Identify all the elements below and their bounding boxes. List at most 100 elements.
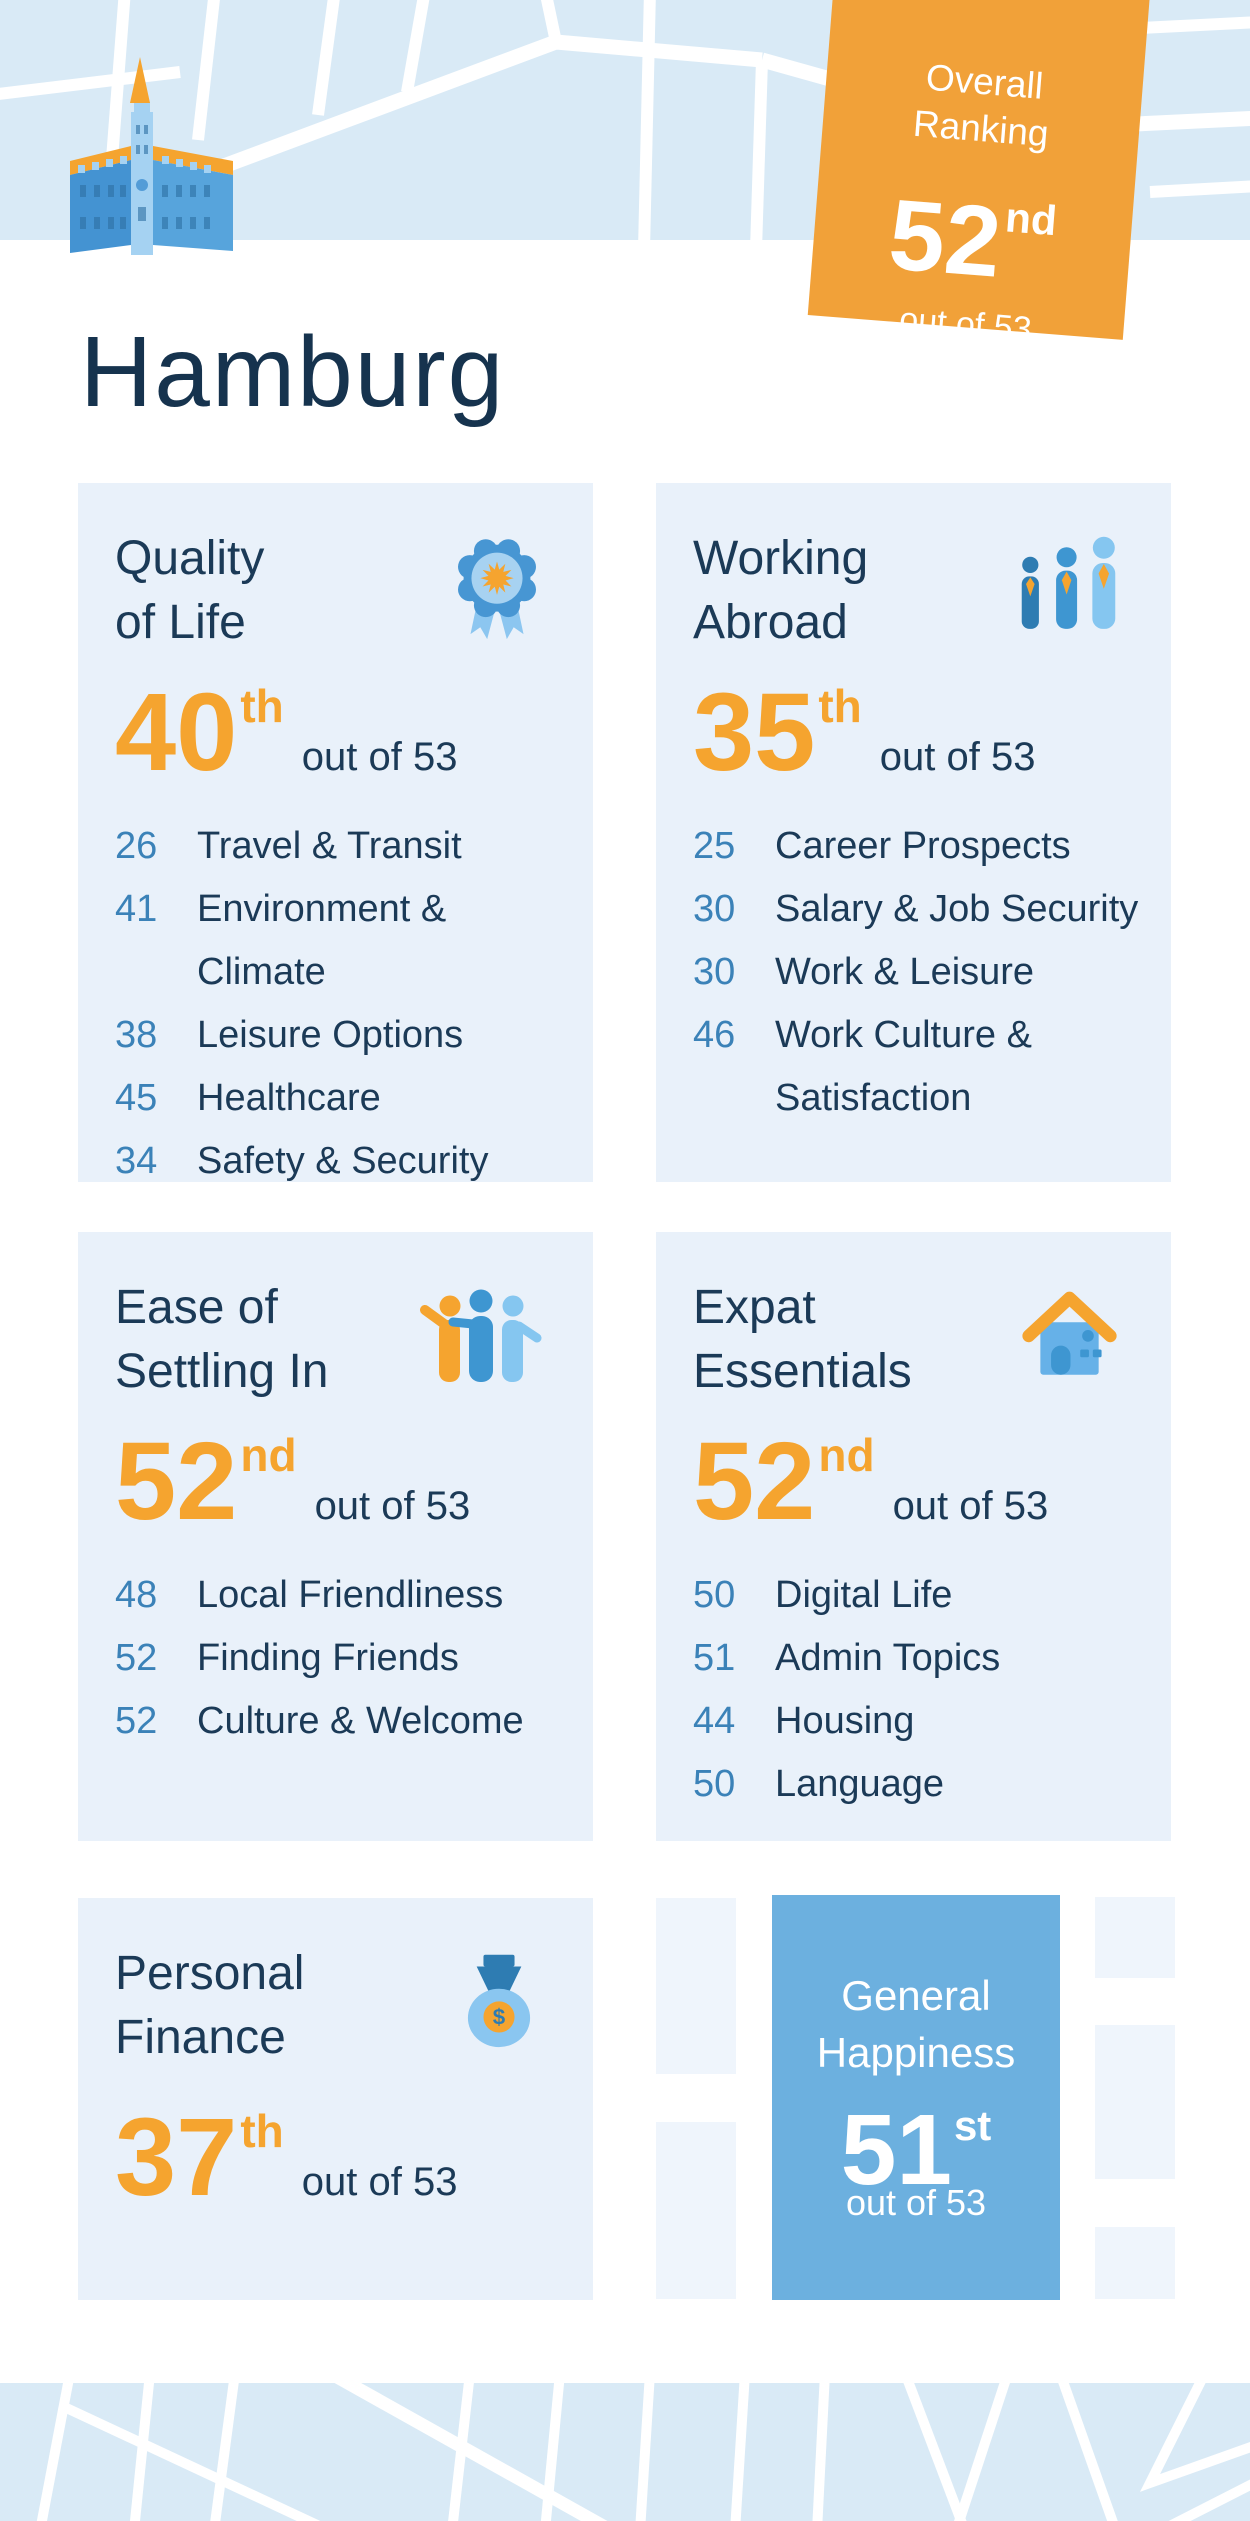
subscore-label: Salary & Job Security	[775, 888, 1139, 930]
subscore-label: Finding Friends	[197, 1637, 459, 1679]
card-title: Ease of Settling In	[115, 1276, 328, 1404]
card-title: Working Abroad	[693, 527, 868, 655]
subscore-row: 52 Culture & Welcome	[115, 1690, 575, 1753]
category-rank: 51st	[772, 2075, 1060, 2201]
rank-suffix: nd	[818, 1429, 875, 1481]
rank-number: 52	[115, 1420, 238, 1543]
subscore-rank: 46	[693, 1014, 736, 1056]
rank-suffix: th	[240, 2105, 284, 2157]
card-title-line: Expat	[693, 1281, 816, 1334]
rank-suffix: st	[953, 2102, 992, 2149]
subscore-list: 48 Local Friendliness 52 Finding Friends 5…	[115, 1564, 575, 1753]
subscore-rank: 52	[115, 1637, 158, 1679]
card-title: General Happiness	[772, 1967, 1060, 2081]
category-rank: 52ndout of 53	[115, 1426, 470, 1538]
map-block-decoration	[1095, 1897, 1175, 1978]
rank-number: 37	[115, 2096, 238, 2219]
rank-out-of: out of 53	[301, 735, 458, 779]
subscore-label: Housing	[775, 1700, 915, 1742]
overall-out-of: out of 53	[898, 300, 1033, 349]
subscore-label: Local Friendliness	[197, 1574, 504, 1616]
rank-suffix: th	[818, 680, 862, 732]
subscore-label: Admin Topics	[775, 1637, 1001, 1679]
card-title-line: Working	[693, 532, 869, 585]
subscore-rank: 38	[115, 1014, 158, 1056]
rank-suffix: nd	[240, 1429, 297, 1481]
subscore-label: Work Culture & Satisfaction	[775, 1014, 1032, 1119]
card-title: Personal Finance	[115, 1942, 304, 2070]
overall-rank-number: 52	[885, 178, 1005, 299]
subscore-rank: 30	[693, 888, 736, 930]
rank-number: 40	[115, 671, 238, 794]
card-quality-of-life: Quality of Life	[78, 483, 593, 1182]
rank-number: 52	[693, 1420, 816, 1543]
card-title: Quality of Life	[115, 527, 264, 655]
subscore-row: 44 Housing	[693, 1690, 1153, 1753]
subscore-row: 50 Language	[693, 1753, 1153, 1816]
subscore-label: Safety & Security	[197, 1140, 489, 1182]
business-people-icon	[1016, 533, 1121, 640]
category-rank: 52ndout of 53	[693, 1426, 1048, 1538]
subscore-rank: 44	[693, 1700, 736, 1742]
card-general-happiness: General Happiness 51st out of 53	[772, 1895, 1060, 2300]
category-rank: 40thout of 53	[115, 677, 457, 789]
subscore-label: Leisure Options	[197, 1014, 464, 1056]
rank-out-of: out of 53	[301, 2160, 458, 2204]
category-rank: 37thout of 53	[115, 2102, 457, 2214]
subscore-row: 50 Digital Life	[693, 1564, 1153, 1627]
rank-out-of: out of 53	[892, 1484, 1049, 1528]
card-personal-finance: Personal Finance $ 37th out of 53	[78, 1898, 593, 2300]
friends-group-icon	[417, 1282, 543, 1393]
subscore-row: 25 Career Prospects	[693, 815, 1153, 878]
rank-out-of: out of 53	[845, 2182, 987, 2223]
rank-out-of: out of 53	[314, 1484, 471, 1528]
subscore-label: Career Prospects	[775, 825, 1071, 867]
rank-number: 51	[840, 2094, 952, 2206]
subscore-rank: 26	[115, 825, 158, 867]
city-hall-illustration	[70, 57, 233, 255]
subscore-rank: 34	[115, 1140, 158, 1182]
subscore-row: 41 Environment & Climate	[115, 878, 575, 1004]
city-map-pattern-bottom	[0, 2383, 1250, 2521]
subscore-label: Healthcare	[197, 1077, 381, 1119]
category-rank: 35thout of 53	[693, 677, 1035, 789]
map-block-decoration	[656, 1898, 736, 2074]
map-block-decoration	[1095, 2025, 1175, 2179]
card-expat-essentials: Expat Essentials 52nd out of 53 50 Digital…	[656, 1232, 1171, 1841]
subscore-label: Work & Leisure	[775, 951, 1035, 993]
card-title-line: Abroad	[693, 596, 848, 649]
subscore-row: 45 Healthcare	[115, 1067, 575, 1130]
card-title-line: Ease of	[115, 1281, 278, 1334]
card-working-abroad: Working Abroad	[656, 483, 1171, 1182]
subscore-label: Travel & Transit	[197, 825, 462, 867]
svg-text:$: $	[493, 2005, 506, 2030]
card-title-line: Settling In	[115, 1345, 329, 1398]
card-title-line: Finance	[115, 2011, 286, 2064]
subscore-list: 50 Digital Life 51 Admin Topics 44 Housing …	[693, 1564, 1153, 1816]
house-icon	[1019, 1282, 1121, 1387]
card-title-line: Quality	[115, 532, 265, 585]
subscore-rank: 30	[693, 951, 736, 993]
card-title-line: Happiness	[816, 2029, 1016, 2076]
subscore-rank: 50	[693, 1574, 736, 1616]
card-title-line: Essentials	[693, 1345, 912, 1398]
subscore-rank: 45	[115, 1077, 158, 1119]
subscore-label: Language	[775, 1763, 945, 1805]
card-title: Expat Essentials	[693, 1276, 912, 1404]
rank-out-of: out of 53	[879, 735, 1036, 779]
subscore-label: Environment & Climate	[197, 888, 447, 993]
subscore-rank: 48	[115, 1574, 158, 1616]
subscore-label: Culture & Welcome	[197, 1700, 524, 1742]
subscore-row: 46 Work Culture & Satisfaction	[693, 1004, 1153, 1130]
subscore-label: Digital Life	[775, 1574, 953, 1616]
subscore-row: 26 Travel & Transit	[115, 815, 575, 878]
subscore-rank: 50	[693, 1763, 736, 1805]
map-block-decoration	[1095, 2227, 1175, 2299]
map-block-decoration	[656, 2122, 736, 2299]
subscore-list: 25 Career Prospects 30 Salary & Job Securi…	[693, 815, 1153, 1130]
money-bag-icon: $	[455, 1948, 543, 2055]
subscore-row: 52 Finding Friends	[115, 1627, 575, 1690]
subscore-rank: 41	[115, 888, 158, 930]
subscore-rank: 51	[693, 1637, 736, 1679]
